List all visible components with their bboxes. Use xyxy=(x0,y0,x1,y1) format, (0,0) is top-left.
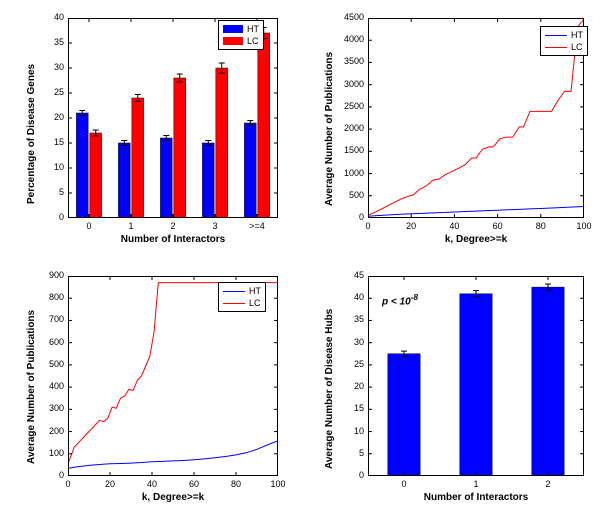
legend-tr: HT LC xyxy=(540,26,588,56)
legend-label-ht: HT xyxy=(249,285,261,297)
legend-line-ht xyxy=(545,35,567,36)
legend-line-ht xyxy=(223,291,245,292)
figure-2x2: { "global": { "bg": "#ffffff", "axis_col… xyxy=(0,0,600,520)
legend-swatch-lc xyxy=(223,37,243,45)
panel-top-left: HT LC Percentage of Disease Genes Number… xyxy=(12,6,286,254)
legend-swatch-ht xyxy=(223,25,243,33)
plot-tl: HT LC xyxy=(68,18,278,218)
panel-top-right: HT LC Average Number of Publications k, … xyxy=(310,6,594,254)
xlabel-tl: Number of Interactors xyxy=(68,234,278,245)
annotation-pvalue: p < 10-8 xyxy=(382,292,418,307)
plot-tr: HT LC xyxy=(368,18,584,218)
legend-label-lc: LC xyxy=(247,35,259,47)
xlabel-br: Number of Interactors xyxy=(368,492,584,503)
xlabel-bl: k, Degree>=k xyxy=(68,492,278,503)
legend-line-lc xyxy=(545,47,567,48)
legend-label-lc: LC xyxy=(571,41,583,53)
legend-tl: HT LC xyxy=(218,20,264,50)
panel-bottom-left: HT LC Average Number of Publications k, … xyxy=(12,264,286,512)
annotation-exp: -8 xyxy=(411,292,418,302)
plot-br: p < 10-8 xyxy=(368,276,584,476)
legend-label-ht: HT xyxy=(571,29,583,41)
ylabel-tl: Percentage of Disease Genes xyxy=(26,64,37,204)
panel-bottom-right: p < 10-8 Average Number of Disease Hubs … xyxy=(310,264,594,512)
xlabel-tr: k, Degree>=k xyxy=(368,234,584,245)
legend-label-ht: HT xyxy=(247,23,259,35)
plot-bl: HT LC xyxy=(68,276,278,476)
legend-line-lc xyxy=(223,303,245,304)
annotation-p: p xyxy=(382,296,388,307)
legend-label-lc: LC xyxy=(249,297,261,309)
legend-bl: HT LC xyxy=(218,282,266,312)
